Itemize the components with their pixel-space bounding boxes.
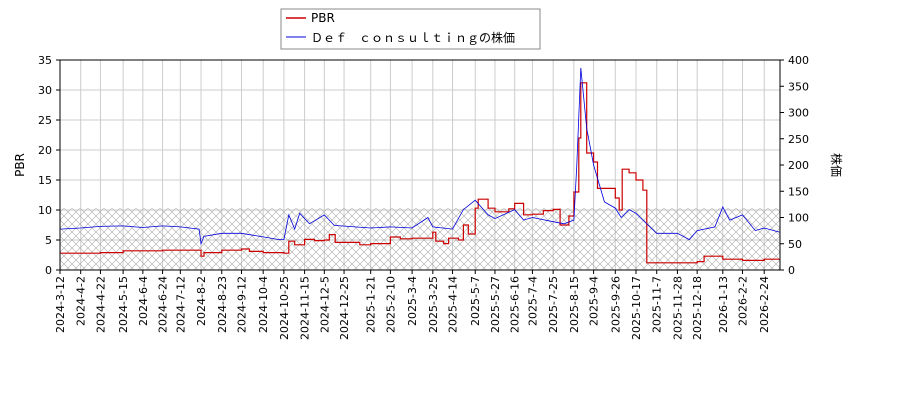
x-tick-label: 2024-8-2: [195, 276, 208, 326]
x-tick-label: 2025-1-21: [365, 276, 378, 333]
left-tick-label: 20: [38, 144, 52, 157]
x-tick-label: 2024-11-15: [299, 276, 312, 340]
legend-label-pbr: PBR: [311, 11, 335, 25]
x-axis: 2024-3-12 2024-4-2 2024-4-22 2024-5-15 2024-…: [54, 270, 771, 340]
left-tick-label: 35: [38, 54, 52, 67]
price-line: [59, 67, 781, 246]
x-tick-label: 2025-10-17: [630, 276, 643, 340]
x-tick-label: 2024-10-4: [257, 276, 270, 333]
x-tick-label: 2024-9-12: [235, 276, 248, 333]
x-tick-label: 2025-7-25: [547, 276, 560, 333]
x-tick-label: 2025-2-10: [384, 276, 397, 333]
x-tick-label: 2026-2-2: [737, 276, 750, 326]
right-tick-label: 200: [788, 159, 809, 172]
right-tick-label: 250: [788, 133, 809, 146]
hatch-band: [60, 208, 780, 270]
right-tick-label: 300: [788, 107, 809, 120]
x-tick-label: 2025-9-4: [588, 276, 601, 326]
left-tick-label: 30: [38, 84, 52, 97]
x-tick-label: 2025-11-28: [671, 276, 684, 340]
x-tick-label: 2024-4-22: [94, 276, 107, 333]
x-tick-label: 2026-2-24: [758, 276, 771, 333]
x-tick-label: 2024-6-4: [137, 276, 150, 326]
left-tick-label: 25: [38, 114, 52, 127]
x-tick-label: 2024-8-23: [216, 276, 229, 333]
left-tick-label: 15: [38, 174, 52, 187]
x-tick-label: 2025-3-4: [406, 276, 419, 326]
left-tick-label: 0: [45, 264, 52, 277]
x-tick-label: 2025-5-27: [489, 276, 502, 333]
pbr-line: [60, 82, 780, 264]
left-axis-title: PBR: [13, 153, 27, 177]
right-tick-label: 350: [788, 80, 809, 93]
x-tick-label: 2025-6-16: [509, 276, 522, 333]
right-axis-title: 株価: [829, 153, 844, 177]
series-layer: [59, 67, 781, 264]
right-tick-label: 400: [788, 54, 809, 67]
legend: PBR Ｄｅｆ ｃｏｎｓｕｌｔｉｎｇの株価: [280, 8, 541, 50]
x-tick-label: 2025-9-26: [609, 276, 622, 333]
x-tick-label: 2025-3-25: [427, 276, 440, 333]
x-tick-label: 2025-8-15: [568, 276, 581, 333]
right-tick-label: 100: [788, 212, 809, 225]
x-tick-label: 2024-7-12: [174, 276, 187, 333]
x-tick-label: 2024-4-2: [75, 276, 88, 326]
legend-box: [280, 8, 541, 50]
x-tick-label: 2025-7-4: [526, 276, 539, 326]
x-tick-label: 2024-10-25: [278, 276, 291, 340]
right-tick-label: 150: [788, 185, 809, 198]
x-tick-label: 2025-11-7: [651, 276, 664, 333]
right-tick-label: 50: [788, 238, 802, 251]
right-axis: 0 50 100 150 200 250 300 350 400: [780, 54, 809, 277]
right-tick-label: 0: [788, 264, 795, 277]
left-tick-label: 10: [38, 204, 52, 217]
x-tick-label: 2024-6-24: [157, 276, 170, 333]
x-tick-label: 2024-3-12: [54, 276, 67, 333]
x-tick-label: 2025-12-18: [691, 276, 704, 340]
x-tick-label: 2024-5-15: [117, 276, 130, 333]
left-tick-label: 5: [45, 234, 52, 247]
x-tick-label: 2026-1-13: [717, 276, 730, 333]
legend-label-price: Ｄｅｆ ｃｏｎｓｕｌｔｉｎｇの株価: [311, 30, 515, 45]
left-axis: 0 5 10 15 20 25 30 35: [38, 54, 60, 277]
x-tick-label: 2024-12-5: [318, 276, 331, 333]
x-tick-label: 2025-4-14: [447, 276, 460, 333]
x-tick-label: 2024-12-25: [338, 276, 351, 340]
x-tick-label: 2025-5-7: [469, 276, 482, 326]
